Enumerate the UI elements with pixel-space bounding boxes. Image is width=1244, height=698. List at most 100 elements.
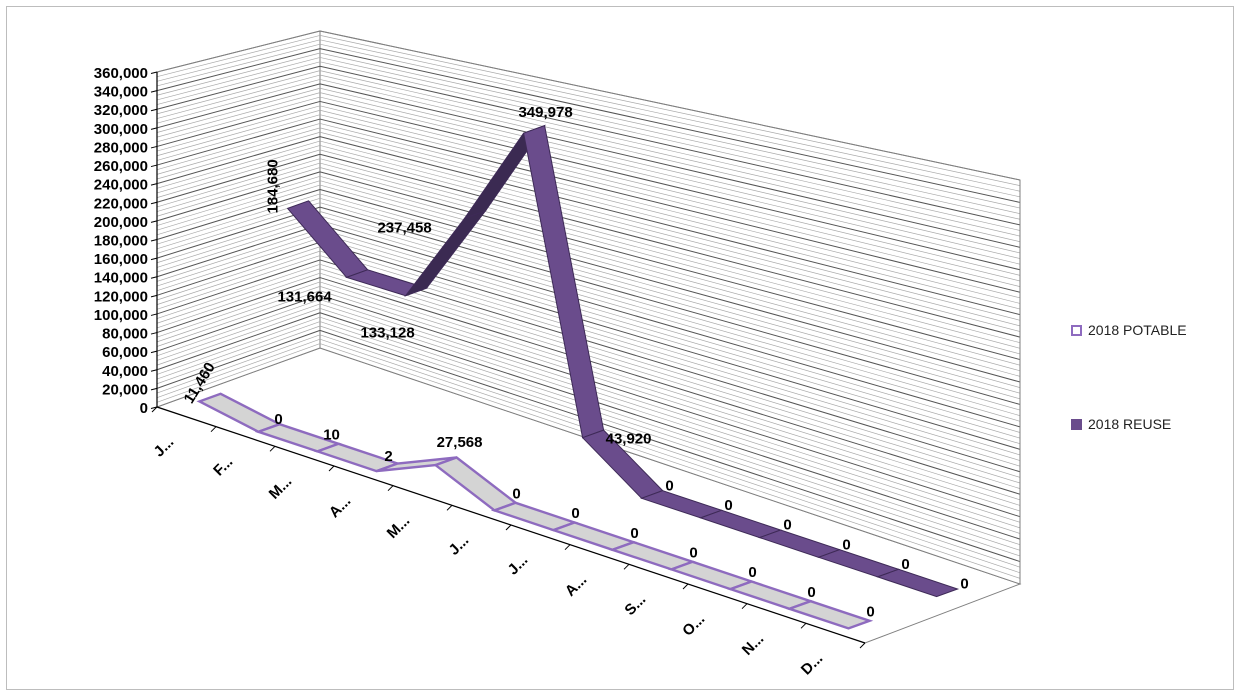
y-tick-mark xyxy=(150,90,158,93)
y-tick-mark xyxy=(150,350,158,354)
side-gridline xyxy=(156,96,321,143)
back-gridline xyxy=(319,39,1021,192)
back-gridline xyxy=(319,43,1021,198)
back-gridline xyxy=(319,158,1021,344)
back-gridline xyxy=(319,312,1021,540)
potable-data-label: 2 xyxy=(384,448,392,465)
back-gridline xyxy=(319,206,1021,405)
back-gridline xyxy=(319,241,1021,450)
x-tick-label: D... xyxy=(798,650,827,679)
back-gridline xyxy=(319,184,1021,377)
y-tick-mark xyxy=(150,276,158,279)
y-tick-label: 300,000 xyxy=(94,121,148,138)
side-gridline xyxy=(156,145,321,194)
back-gridline xyxy=(319,100,1021,271)
y-tick-label: 340,000 xyxy=(94,84,148,101)
back-gridline xyxy=(319,52,1021,209)
side-gridline xyxy=(156,237,321,292)
back-gridline xyxy=(319,70,1021,231)
back-gridline xyxy=(319,281,1021,501)
side-gridline xyxy=(156,321,321,380)
side-gridline xyxy=(156,338,321,399)
side-gridline xyxy=(156,193,321,245)
y-tick-label: 100,000 xyxy=(94,307,148,324)
side-gridline xyxy=(156,303,321,361)
y-tick-mark xyxy=(150,313,158,316)
potable-data-label: 0 xyxy=(748,564,756,581)
potable-data-label: 0 xyxy=(571,505,579,522)
y-tick-mark xyxy=(150,145,158,149)
back-gridline xyxy=(319,123,1021,299)
x-tick-label: S... xyxy=(621,591,649,619)
wall-top-edge xyxy=(319,30,1021,181)
legend-swatch-potable xyxy=(1071,324,1082,336)
x-tick-label: N... xyxy=(739,630,768,659)
x-tick-mark xyxy=(446,504,453,511)
side-gridline xyxy=(156,92,321,138)
side-gridline xyxy=(156,272,321,329)
side-gridline xyxy=(156,329,321,389)
back-gridline xyxy=(319,215,1021,417)
side-gridline xyxy=(156,175,321,226)
x-tick-label: M... xyxy=(384,512,414,542)
side-gridline xyxy=(156,48,321,92)
reuse-data-label: 0 xyxy=(783,517,791,534)
back-gridline xyxy=(319,219,1021,422)
side-gridline xyxy=(156,259,321,315)
y-tick-label: 220,000 xyxy=(94,195,148,212)
side-gridline xyxy=(156,171,321,222)
back-gridline xyxy=(319,65,1021,226)
potable-data-label: 0 xyxy=(807,584,815,601)
back-gridline xyxy=(319,162,1021,349)
side-gridline xyxy=(156,83,321,129)
back-gridline xyxy=(319,211,1021,411)
side-gridline xyxy=(156,290,321,347)
x-tick-mark xyxy=(564,544,571,551)
side-gridline xyxy=(156,149,321,198)
y-tick-mark xyxy=(150,369,158,372)
y-tick-mark xyxy=(150,201,158,205)
side-gridline xyxy=(156,215,321,268)
x-tick-mark xyxy=(741,603,748,610)
back-gridline xyxy=(319,131,1021,310)
y-tick-label: 20,000 xyxy=(102,381,148,398)
side-gridline xyxy=(156,180,321,231)
side-gridline xyxy=(156,264,321,319)
back-gridline xyxy=(319,79,1021,243)
potable-data-label: 0 xyxy=(630,525,638,542)
back-gridline xyxy=(319,250,1021,461)
y-tick-mark xyxy=(150,108,158,112)
side-gridline xyxy=(156,246,321,301)
y-tick-mark xyxy=(150,294,158,298)
back-gridline xyxy=(319,92,1021,259)
x-tick-mark xyxy=(859,642,866,649)
back-gridline xyxy=(319,153,1021,338)
side-gridline xyxy=(156,167,321,217)
x-tick-label: A... xyxy=(326,493,355,522)
y-tick-mark xyxy=(150,257,158,261)
y-tick-label: 240,000 xyxy=(94,177,148,194)
side-gridline xyxy=(156,250,321,305)
back-gridline xyxy=(319,321,1021,551)
side-gridline xyxy=(156,224,321,278)
back-gridline xyxy=(319,268,1021,484)
y-tick-mark xyxy=(150,239,158,242)
x-tick-label: O... xyxy=(679,611,708,640)
side-gridline xyxy=(156,114,321,161)
back-gridline xyxy=(319,105,1021,276)
side-gridline xyxy=(156,343,321,403)
side-gridline xyxy=(156,100,321,147)
reuse-data-label: 133,128 xyxy=(360,325,414,342)
x-tick-mark xyxy=(682,583,689,590)
side-gridline xyxy=(156,153,321,203)
back-gridline xyxy=(319,171,1021,361)
side-gridline xyxy=(156,316,321,375)
back-gridline xyxy=(319,286,1021,506)
x-tick-mark xyxy=(623,563,630,570)
y-tick-label: 0 xyxy=(140,400,148,417)
side-gridline xyxy=(156,189,321,240)
legend-item-potable: 2018 POTABLE xyxy=(1071,322,1187,338)
side-gridline xyxy=(156,79,321,124)
back-gridline xyxy=(319,87,1021,254)
